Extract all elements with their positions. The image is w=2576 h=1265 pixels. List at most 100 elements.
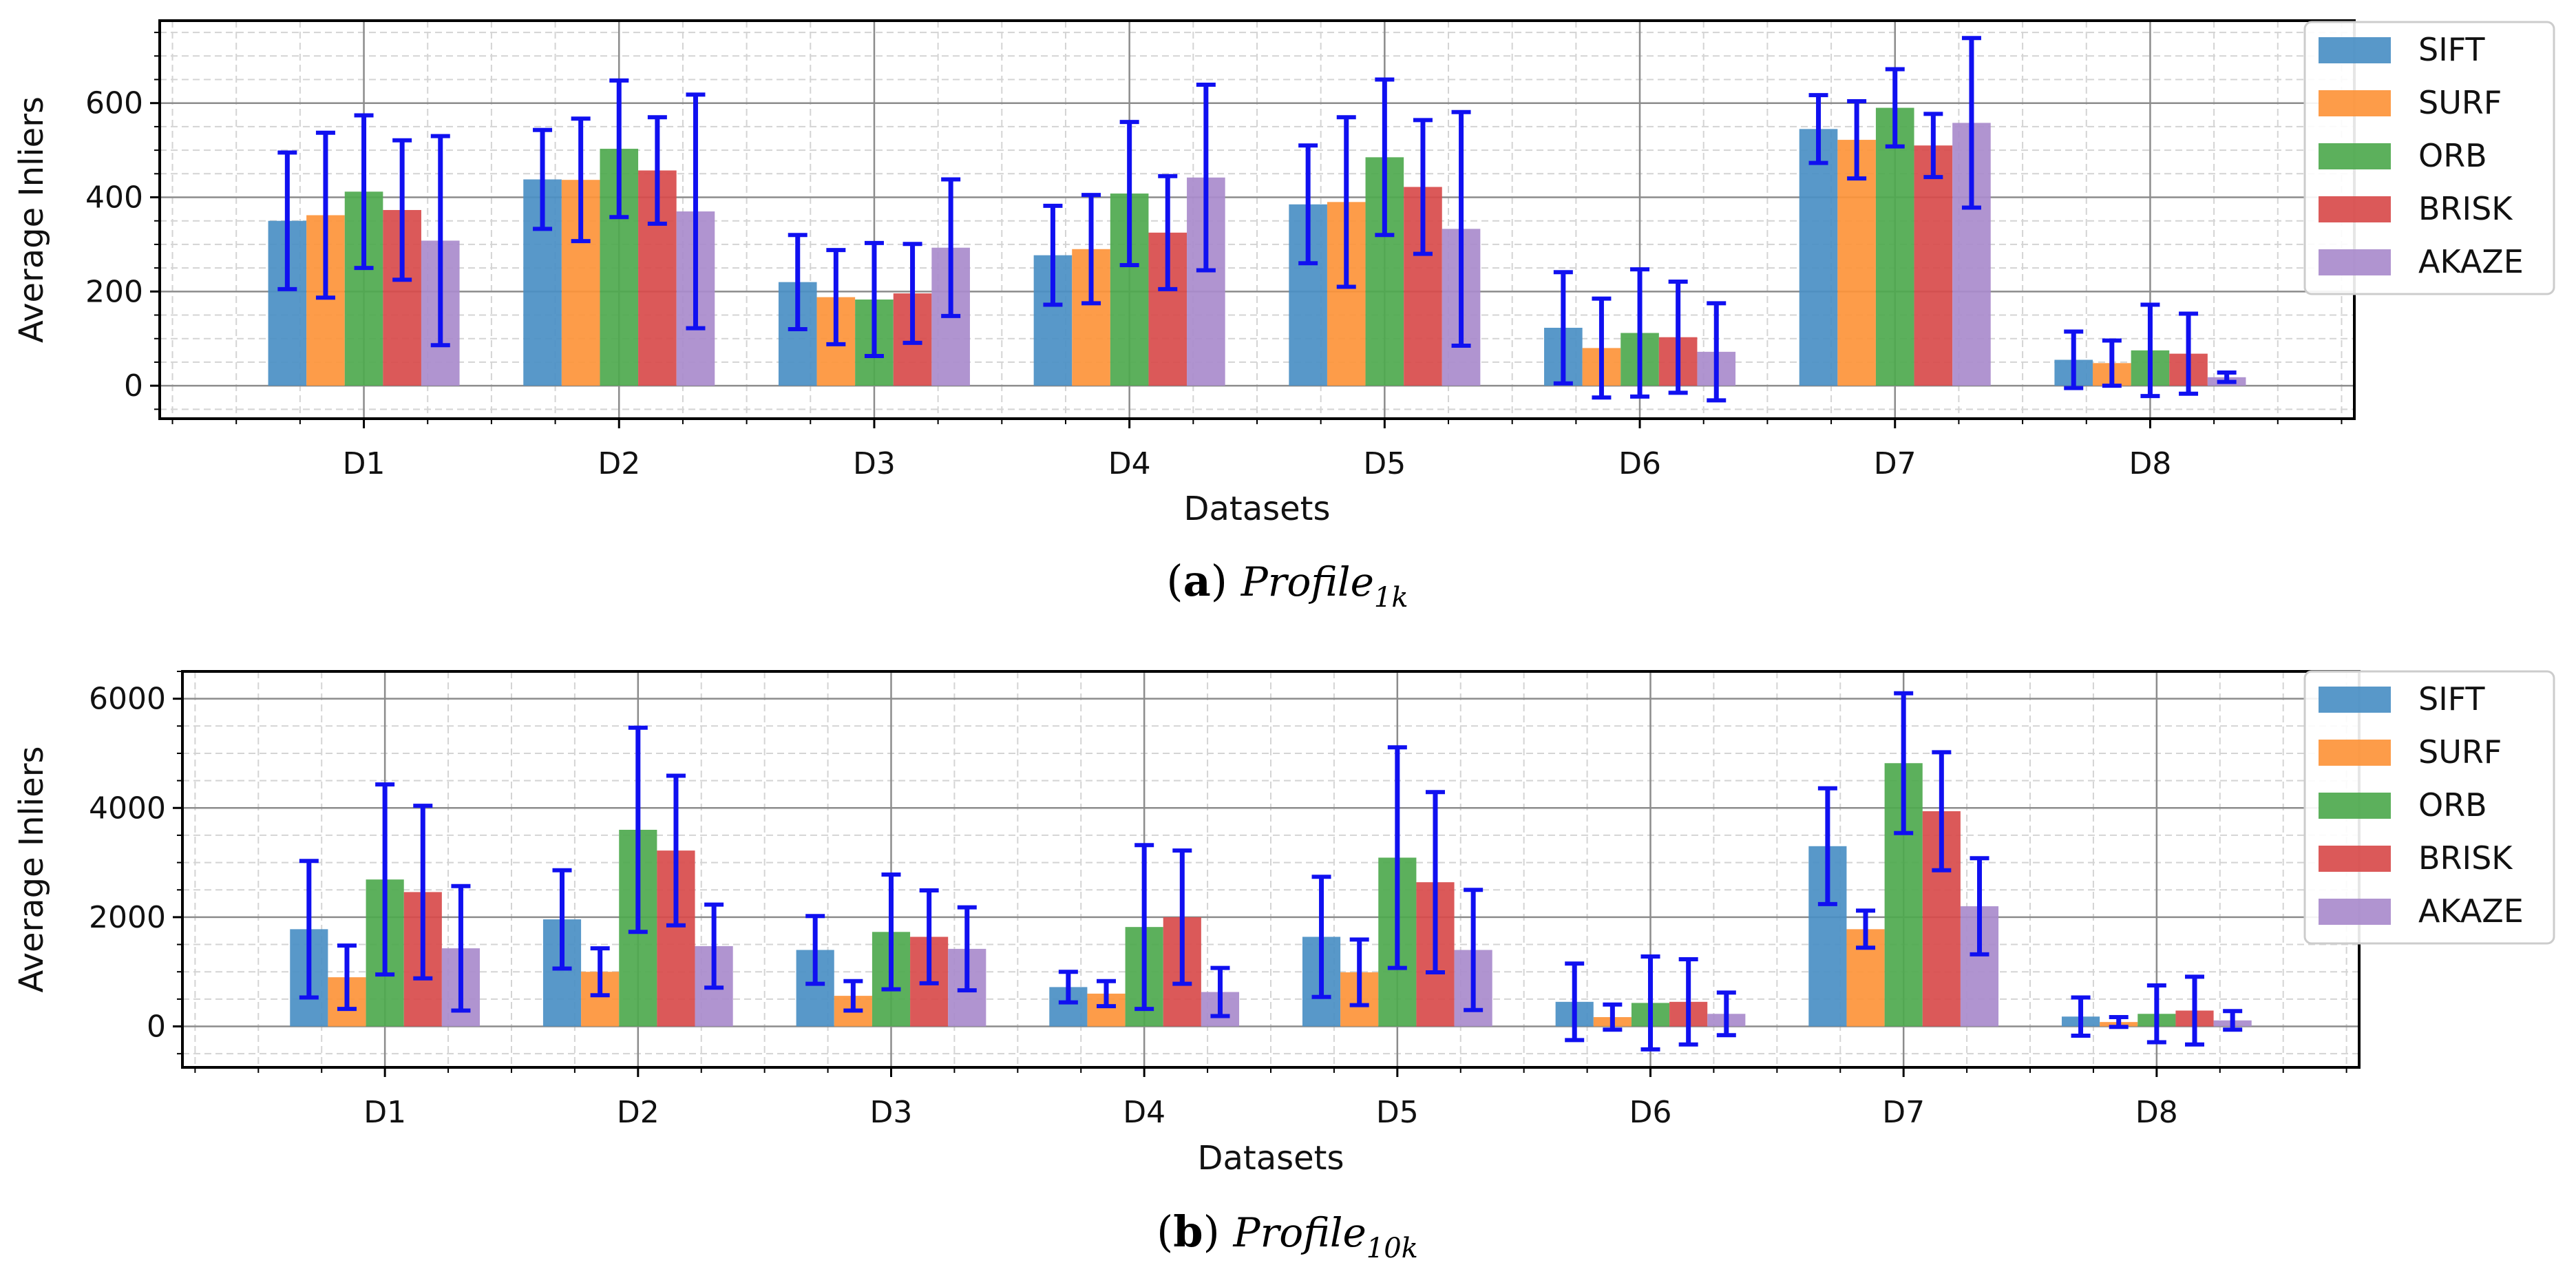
legend-swatch-surf — [2319, 90, 2391, 116]
legend-label-sift: SIFT — [2418, 680, 2485, 718]
errorbar-orb-d8 — [2140, 302, 2160, 399]
errorbar-orb-d6 — [1640, 954, 1660, 1052]
errorbar-orb-d2 — [609, 78, 629, 220]
errorbar-sift-d8 — [2064, 329, 2084, 390]
errorbar-akaze-d7 — [1970, 856, 1989, 956]
y-axis-label: Average Inliers — [12, 746, 51, 993]
chart-a: 0 200 400 600 D1 D2 D3 D4 D5 D6 D7 D8 Datasets Averag… — [12, 19, 2555, 614]
legend-label-surf: SURF — [2418, 733, 2502, 771]
caption-b: (b) Profile10k — [1157, 1206, 1418, 1264]
errorbar-sift-d1 — [299, 859, 319, 1000]
caption-paren-open: ( — [1166, 556, 1183, 606]
errorbar-brisk-d7 — [1932, 750, 1952, 872]
errorbar-sift-d7 — [1817, 786, 1837, 906]
errorbar-surf-d4 — [1081, 193, 1101, 306]
caption-letter: b — [1173, 1206, 1203, 1257]
x-tick-label-d7: D7 — [1882, 1095, 1925, 1130]
errorbar-sift-d4 — [1043, 203, 1063, 307]
bar-brisk-d7 — [1914, 145, 1953, 386]
errorbar-sift-d8 — [2071, 995, 2091, 1038]
legend-label-surf: SURF — [2418, 84, 2502, 121]
caption-paren-close: ) — [1203, 1206, 1234, 1257]
errorbar-orb-d7 — [1885, 67, 1905, 149]
x-tick-label-d5: D5 — [1376, 1095, 1419, 1130]
errorbar-brisk-d2 — [666, 773, 686, 928]
legend-swatch-brisk — [2319, 846, 2391, 872]
errorbar-brisk-d8 — [2179, 311, 2199, 396]
legend-label-orb: ORB — [2418, 786, 2487, 824]
errorbar-orb-d4 — [1119, 120, 1139, 268]
x-tick-label-d3: D3 — [853, 446, 896, 481]
errorbar-orb-d3 — [864, 240, 884, 359]
bar-orb-d7 — [1875, 107, 1914, 386]
errorbar-surf-d8 — [2109, 1015, 2129, 1029]
y-tick-label: 2000 — [89, 900, 166, 935]
errorbar-brisk-d3 — [919, 888, 939, 985]
caption-base: Profile — [1241, 558, 1374, 605]
errorbar-akaze-d3 — [941, 177, 961, 318]
errorbar-orb-d4 — [1134, 843, 1154, 1012]
legend-swatch-brisk — [2319, 196, 2391, 222]
legend-swatch-sift — [2319, 687, 2391, 713]
y-tick-label: 4000 — [89, 791, 166, 826]
errorbar-sift-d4 — [1058, 970, 1078, 1005]
caption-subscript: 1k — [1374, 582, 1408, 614]
errorbar-surf-d1 — [337, 943, 357, 1012]
errorbar-orb-d5 — [1375, 77, 1395, 238]
chart-b: 0 2000 4000 6000 D1 D2 D3 D4 D5 D6 D7 D8 Datasets Ave… — [12, 670, 2555, 1264]
errorbar-brisk-d5 — [1413, 118, 1433, 256]
errorbar-akaze-d5 — [1464, 888, 1484, 1012]
x-axis-label: Datasets — [1198, 1139, 1344, 1178]
errorbar-sift-d7 — [1808, 93, 1828, 165]
bar-sift-d7 — [1799, 129, 1838, 386]
errorbar-surf-d7 — [1847, 98, 1867, 181]
errorbar-surf-d6 — [1592, 296, 1612, 400]
bar-surf-d7 — [1837, 140, 1876, 386]
errorbar-brisk-d2 — [647, 115, 667, 226]
x-tick-label-d4: D4 — [1108, 446, 1151, 481]
errorbar-surf-d1 — [315, 130, 335, 300]
caption-a: (a) Profile1k — [1166, 556, 1408, 614]
x-tick-label-d1: D1 — [343, 446, 386, 481]
legend-label-orb: ORB — [2418, 137, 2487, 174]
caption-subscript: 10k — [1366, 1233, 1418, 1264]
errorbar-brisk-d4 — [1172, 848, 1192, 986]
legend-swatch-akaze — [2319, 899, 2391, 925]
errorbar-orb-d5 — [1387, 745, 1407, 970]
errorbar-surf-d2 — [571, 116, 591, 244]
errorbar-akaze-d6 — [1716, 990, 1736, 1038]
errorbar-surf-d3 — [826, 248, 846, 346]
errorbar-surf-d5 — [1349, 937, 1369, 1007]
caption-paren-open: ( — [1157, 1206, 1173, 1257]
y-tick-label: 6000 — [89, 682, 166, 717]
legend-swatch-orb — [2319, 793, 2391, 819]
x-tick-label-d8: D8 — [2135, 1095, 2178, 1130]
legend-swatch-sift — [2319, 37, 2391, 63]
errorbar-orb-d1 — [375, 782, 395, 977]
y-tick-label: 600 — [85, 86, 143, 121]
errorbar-surf-d7 — [1856, 908, 1876, 950]
legend-label-sift: SIFT — [2418, 31, 2485, 68]
legend-box — [2303, 21, 2555, 295]
x-tick-label-d2: D2 — [617, 1095, 659, 1130]
legend-swatch-akaze — [2319, 249, 2391, 275]
errorbar-surf-d2 — [590, 946, 610, 998]
errorbar-brisk-d7 — [1923, 112, 1943, 180]
x-tick-label-d3: D3 — [870, 1095, 913, 1130]
x-tick-label-d2: D2 — [598, 446, 640, 481]
errorbar-akaze-d8 — [2223, 1009, 2243, 1032]
errorbar-orb-d6 — [1630, 267, 1650, 399]
errorbar-orb-d2 — [628, 725, 648, 934]
errorbar-brisk-d6 — [1678, 956, 1698, 1047]
errorbar-akaze-d2 — [686, 92, 706, 331]
errorbar-orb-d1 — [354, 113, 374, 271]
x-tick-label-d6: D6 — [1629, 1095, 1672, 1130]
caption-base: Profile — [1233, 1209, 1366, 1256]
x-tick-label-d5: D5 — [1363, 446, 1406, 481]
x-tick-label-d1: D1 — [363, 1095, 406, 1130]
legend-label-akaze: AKAZE — [2418, 243, 2524, 280]
legend: SIFT SURF ORB BRISK AKAZE — [2303, 21, 2555, 295]
errorbar-surf-d6 — [1603, 1002, 1623, 1032]
legend-label-brisk: BRISK — [2418, 839, 2513, 877]
